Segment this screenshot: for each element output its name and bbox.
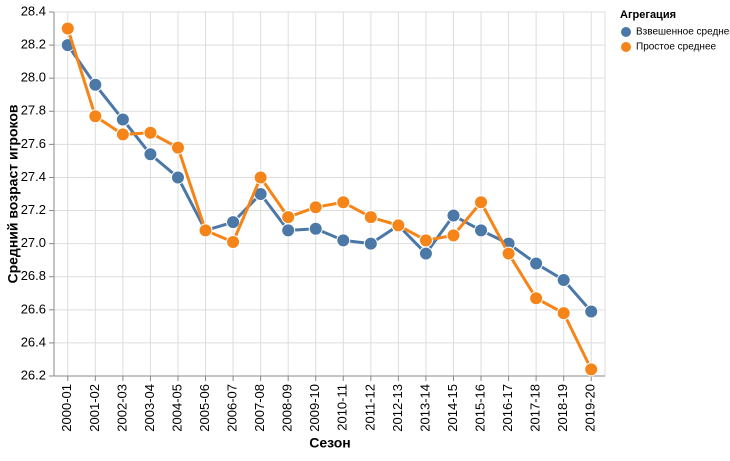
legend-symbol xyxy=(620,41,632,53)
point xyxy=(60,21,75,36)
x-tick-label: 2019-20 xyxy=(583,384,598,432)
point xyxy=(308,200,323,215)
point xyxy=(143,147,158,162)
x-tick-label: 2001-02 xyxy=(87,384,102,432)
point xyxy=(336,233,351,248)
legend-label: Простое среднее xyxy=(636,42,717,53)
point xyxy=(308,221,323,236)
point xyxy=(115,127,130,142)
x-tick-label: 2015-16 xyxy=(472,384,487,432)
point xyxy=(584,304,599,319)
y-tick-label: 27.8 xyxy=(21,103,46,118)
x-tick-label: 2017-18 xyxy=(528,384,543,432)
y-tick-label: 26.6 xyxy=(21,301,46,316)
x-tick-label: 2014-15 xyxy=(445,384,460,432)
point xyxy=(474,223,489,238)
point xyxy=(115,112,130,127)
legend-title: Агрегация xyxy=(620,9,676,21)
x-tick-label: 2005-06 xyxy=(197,384,212,432)
point xyxy=(88,109,103,124)
x-tick-label: 2013-14 xyxy=(417,384,432,432)
x-tick-label: 2008-09 xyxy=(280,384,295,432)
x-axis-title: Сезон xyxy=(309,435,351,451)
point xyxy=(281,223,296,238)
y-tick-label: 28.4 xyxy=(21,3,46,18)
x-tick-label: 2016-17 xyxy=(500,384,515,432)
y-tick-label: 27.0 xyxy=(21,235,46,250)
point xyxy=(529,256,544,271)
point xyxy=(143,125,158,140)
point xyxy=(446,228,461,243)
point xyxy=(88,77,103,92)
y-tick-label: 27.6 xyxy=(21,136,46,151)
point xyxy=(226,215,241,230)
point xyxy=(391,218,406,233)
y-axis-title: Средний возраст игроков xyxy=(5,104,21,283)
point xyxy=(418,233,433,248)
point xyxy=(529,291,544,306)
x-tick-label: 2004-05 xyxy=(169,384,184,432)
y-tick-label: 26.4 xyxy=(21,334,46,349)
point xyxy=(501,246,516,261)
y-tick-label: 28.0 xyxy=(21,70,46,85)
point xyxy=(170,140,185,155)
point xyxy=(170,170,185,185)
point xyxy=(363,236,378,251)
x-tick-label: 2018-19 xyxy=(555,384,570,432)
x-tick-label: 2000-01 xyxy=(59,384,74,432)
x-tick-label: 2009-10 xyxy=(307,384,322,432)
point xyxy=(418,246,433,261)
y-tick-label: 27.4 xyxy=(21,169,46,184)
point xyxy=(556,273,571,288)
point xyxy=(253,170,268,185)
point xyxy=(198,223,213,238)
x-tick-label: 2011-12 xyxy=(362,384,377,431)
point xyxy=(336,195,351,210)
point xyxy=(584,362,599,377)
point xyxy=(556,306,571,321)
x-tick-label: 2007-08 xyxy=(252,384,267,432)
x-tick-label: 2006-07 xyxy=(225,384,240,432)
point xyxy=(226,234,241,249)
y-tick-label: 28.2 xyxy=(21,37,46,52)
point xyxy=(446,208,461,223)
legend-label: Взвешенное среднее xyxy=(636,27,730,38)
y-tick-label: 26.8 xyxy=(21,268,46,283)
series-line xyxy=(66,44,593,313)
point xyxy=(363,210,378,225)
x-tick-label: 2003-04 xyxy=(142,384,157,432)
y-tick-label: 27.2 xyxy=(21,202,46,217)
x-tick-label: 2012-13 xyxy=(390,384,405,432)
point xyxy=(474,195,489,210)
x-tick-label: 2002-03 xyxy=(114,384,129,432)
point xyxy=(281,210,296,225)
x-tick-label: 2010-11 xyxy=(335,384,350,431)
plot-frame xyxy=(53,11,606,377)
legend-symbol xyxy=(620,26,632,38)
y-tick-label: 26.2 xyxy=(21,367,46,382)
series-line xyxy=(66,28,593,371)
